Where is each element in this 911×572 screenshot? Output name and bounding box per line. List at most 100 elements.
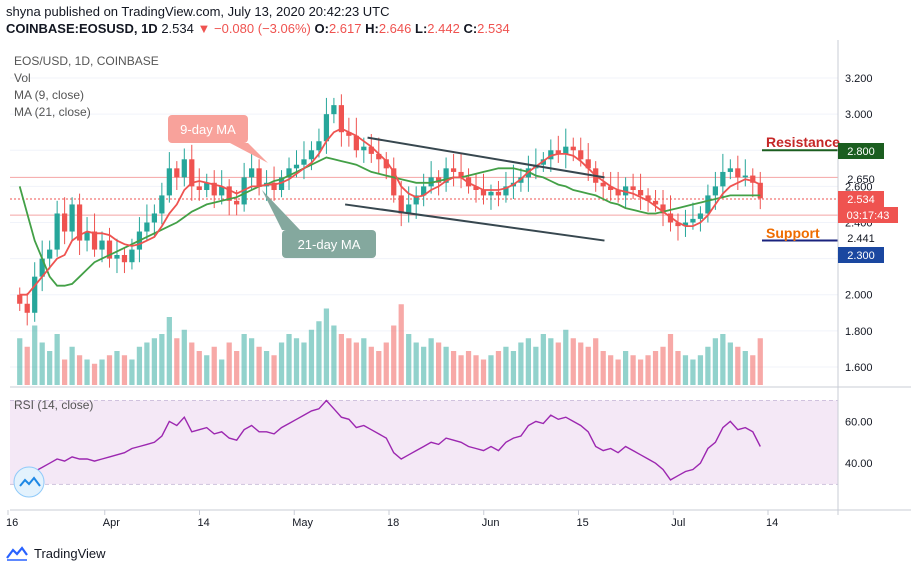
candle-body [608, 186, 614, 190]
candle-body [406, 204, 412, 214]
volume-bar [383, 342, 389, 385]
volume-bar [742, 351, 748, 385]
volume-bar [91, 363, 98, 385]
volume-bar [211, 346, 217, 385]
volume-bar [645, 355, 651, 385]
volume-bar [391, 325, 397, 385]
volume-bar [159, 334, 165, 385]
ma9-line [19, 127, 761, 296]
time-tick-label: 14 [766, 517, 778, 529]
volume-bar [518, 342, 524, 385]
volume-bar [114, 351, 120, 385]
price-change: −0.080 (−3.06%) [214, 21, 311, 36]
candle-body [600, 182, 606, 187]
volume-bar [555, 342, 561, 385]
time-tick-label: 14 [198, 517, 210, 529]
candle-body [39, 258, 45, 277]
candle-body [249, 168, 255, 178]
high-tag: 2.650 [847, 174, 875, 186]
candle-body [495, 191, 502, 196]
volume-bar [473, 355, 479, 385]
candle-body [144, 222, 150, 232]
candle-body [293, 164, 300, 169]
volume-bar [585, 346, 591, 385]
ma21-callout-label: 21-day MA [298, 237, 361, 252]
candle-body [316, 141, 322, 151]
volume-bar [47, 351, 53, 385]
candle-body [578, 150, 584, 160]
volume-bar [196, 351, 202, 385]
volume-bar [421, 346, 427, 385]
volume-bar [712, 338, 718, 385]
candle-body [376, 153, 382, 160]
volume-bar [697, 355, 704, 385]
candle-body [62, 213, 68, 232]
candle-body [91, 231, 98, 250]
candle-body [219, 186, 225, 196]
candle-body [196, 186, 202, 190]
tradingview-footer[interactable]: TradingView [6, 545, 106, 561]
resistance-tag: 2.800 [847, 146, 875, 158]
ma9-callout: 9-day MA [168, 115, 268, 163]
open-label: O: [314, 21, 329, 36]
volume-bar [600, 351, 606, 385]
candle-body [697, 213, 704, 219]
high-label: H: [365, 21, 379, 36]
candle-body [286, 168, 292, 178]
volume-bar [705, 346, 711, 385]
candle-body [615, 190, 621, 196]
volume-bar [720, 334, 726, 385]
volume-bar [413, 342, 419, 385]
candle-body [712, 186, 718, 196]
volume-bar [39, 342, 45, 385]
tradingview-logo-icon [6, 546, 28, 561]
volume-bar [308, 329, 315, 385]
volume-bar [735, 346, 741, 385]
candle-body [720, 171, 726, 187]
price-tags: 2.800 2.650 2.534 03:17:43 2.441 2.300 [838, 143, 898, 263]
close-value: 2.534 [477, 21, 510, 36]
low-label: L: [415, 21, 428, 36]
volume-bar [480, 359, 487, 385]
candle-body [24, 303, 30, 313]
candle-body [757, 182, 763, 199]
volume-bar [503, 346, 509, 385]
price-tick-label: 1.800 [845, 326, 873, 338]
candle-body [458, 171, 464, 178]
volume-bar [54, 334, 60, 385]
symbol-label[interactable]: COINBASE:EOSUSD, 1D [6, 21, 158, 36]
price-tick-label: 1.600 [845, 362, 873, 374]
volume-bar [293, 338, 300, 385]
low-value: 2.442 [427, 21, 460, 36]
cloud-icon[interactable] [13, 466, 45, 498]
volume-bar [323, 308, 330, 385]
resistance-label: Resistance [766, 134, 840, 150]
candle-body [421, 186, 427, 196]
channel-upper-line [367, 136, 605, 179]
time-tick-label: 16 [6, 517, 18, 529]
candle-body [637, 190, 644, 196]
candle-body [129, 249, 135, 263]
volume-bar [278, 342, 285, 385]
down-arrow-icon: ▼ [197, 21, 211, 36]
candles [17, 94, 763, 326]
candle-body [99, 240, 105, 250]
candle-body [675, 222, 681, 227]
rsi-line [19, 399, 761, 485]
last-price: 2.534 [161, 21, 194, 36]
ma9-callout-label: 9-day MA [180, 122, 236, 137]
volume-bar [241, 334, 247, 385]
volume-bar [361, 338, 367, 385]
candle-body [54, 213, 60, 250]
volume-bar [219, 359, 225, 385]
candle-body [114, 255, 120, 259]
volume-bar [166, 317, 172, 385]
candle-body [69, 204, 75, 232]
volume-bar [428, 338, 434, 385]
volume-bar [548, 338, 554, 385]
volume-bar [121, 355, 128, 385]
candle-body [652, 200, 659, 205]
candle-body [585, 159, 591, 169]
volume-bar [346, 338, 352, 385]
